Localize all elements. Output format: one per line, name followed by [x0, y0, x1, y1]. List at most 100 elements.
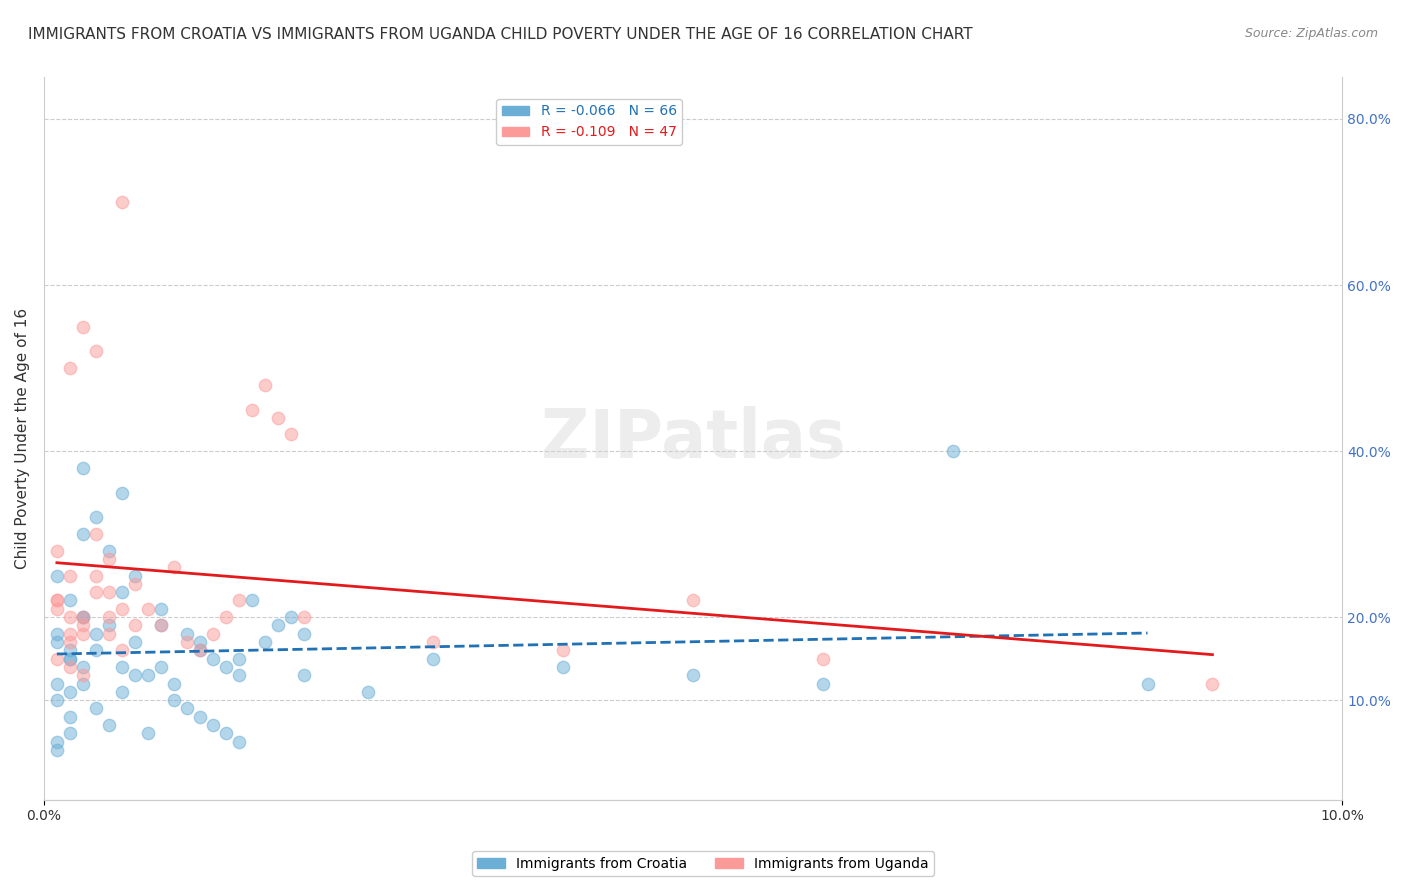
Immigrants from Croatia: [149, 660, 172, 674]
Immigrants from Uganda: [59, 361, 82, 376]
Immigrants from Croatia: [97, 618, 120, 632]
Immigrants from Uganda: [45, 543, 67, 558]
Y-axis label: Child Poverty Under the Age of 16: Child Poverty Under the Age of 16: [15, 308, 30, 569]
Immigrants from Croatia: [292, 668, 315, 682]
Immigrants from Croatia: [72, 610, 94, 624]
Immigrants from Uganda: [72, 626, 94, 640]
Immigrants from Croatia: [240, 593, 263, 607]
Immigrants from Croatia: [228, 651, 250, 665]
Immigrants from Croatia: [111, 660, 134, 674]
Immigrants from Croatia: [59, 685, 82, 699]
Immigrants from Uganda: [97, 610, 120, 624]
Legend: Immigrants from Croatia, Immigrants from Uganda: Immigrants from Croatia, Immigrants from…: [472, 851, 934, 876]
Immigrants from Uganda: [59, 610, 82, 624]
Immigrants from Croatia: [124, 568, 146, 582]
Immigrants from Croatia: [59, 726, 82, 740]
Immigrants from Croatia: [84, 643, 107, 657]
Immigrants from Uganda: [59, 660, 82, 674]
Legend: R = -0.066   N = 66, R = -0.109   N = 47: R = -0.066 N = 66, R = -0.109 N = 47: [496, 99, 682, 145]
Immigrants from Croatia: [45, 734, 67, 748]
Immigrants from Uganda: [240, 402, 263, 417]
Immigrants from Croatia: [59, 710, 82, 724]
Immigrants from Croatia: [72, 660, 94, 674]
Immigrants from Uganda: [111, 194, 134, 209]
Immigrants from Croatia: [72, 610, 94, 624]
Immigrants from Uganda: [188, 643, 211, 657]
Immigrants from Uganda: [72, 610, 94, 624]
Immigrants from Croatia: [45, 743, 67, 757]
Immigrants from Croatia: [72, 460, 94, 475]
Immigrants from Croatia: [163, 676, 186, 690]
Immigrants from Croatia: [111, 685, 134, 699]
Immigrants from Uganda: [682, 593, 704, 607]
Immigrants from Uganda: [97, 626, 120, 640]
Immigrants from Croatia: [59, 651, 82, 665]
Immigrants from Uganda: [72, 618, 94, 632]
Immigrants from Uganda: [59, 635, 82, 649]
Immigrants from Croatia: [124, 635, 146, 649]
Immigrants from Croatia: [201, 718, 224, 732]
Immigrants from Croatia: [59, 593, 82, 607]
Immigrants from Uganda: [45, 593, 67, 607]
Immigrants from Croatia: [176, 701, 198, 715]
Immigrants from Croatia: [124, 668, 146, 682]
Immigrants from Croatia: [97, 718, 120, 732]
Text: IMMIGRANTS FROM CROATIA VS IMMIGRANTS FROM UGANDA CHILD POVERTY UNDER THE AGE OF: IMMIGRANTS FROM CROATIA VS IMMIGRANTS FR…: [28, 27, 973, 42]
Immigrants from Croatia: [149, 602, 172, 616]
Immigrants from Croatia: [45, 568, 67, 582]
Immigrants from Uganda: [266, 410, 288, 425]
Immigrants from Uganda: [84, 568, 107, 582]
Immigrants from Croatia: [201, 651, 224, 665]
Immigrants from Uganda: [422, 635, 444, 649]
Immigrants from Croatia: [357, 685, 380, 699]
Immigrants from Croatia: [45, 626, 67, 640]
Immigrants from Croatia: [45, 693, 67, 707]
Immigrants from Uganda: [811, 651, 834, 665]
Immigrants from Croatia: [84, 510, 107, 524]
Immigrants from Croatia: [214, 660, 236, 674]
Immigrants from Croatia: [84, 626, 107, 640]
Immigrants from Croatia: [176, 626, 198, 640]
Immigrants from Croatia: [111, 585, 134, 599]
Immigrants from Croatia: [811, 676, 834, 690]
Immigrants from Uganda: [111, 643, 134, 657]
Immigrants from Croatia: [72, 676, 94, 690]
Immigrants from Croatia: [111, 485, 134, 500]
Immigrants from Croatia: [163, 693, 186, 707]
Immigrants from Uganda: [45, 602, 67, 616]
Immigrants from Croatia: [188, 710, 211, 724]
Immigrants from Croatia: [45, 676, 67, 690]
Immigrants from Croatia: [228, 668, 250, 682]
Immigrants from Croatia: [188, 643, 211, 657]
Immigrants from Croatia: [228, 734, 250, 748]
Immigrants from Uganda: [163, 560, 186, 574]
Immigrants from Uganda: [1201, 676, 1223, 690]
Immigrants from Croatia: [422, 651, 444, 665]
Immigrants from Uganda: [292, 610, 315, 624]
Immigrants from Uganda: [111, 602, 134, 616]
Immigrants from Uganda: [201, 626, 224, 640]
Immigrants from Uganda: [97, 552, 120, 566]
Immigrants from Croatia: [214, 726, 236, 740]
Immigrants from Croatia: [59, 651, 82, 665]
Immigrants from Uganda: [84, 527, 107, 541]
Immigrants from Uganda: [228, 593, 250, 607]
Immigrants from Croatia: [84, 701, 107, 715]
Immigrants from Croatia: [280, 610, 302, 624]
Immigrants from Croatia: [253, 635, 276, 649]
Immigrants from Croatia: [59, 643, 82, 657]
Immigrants from Uganda: [124, 618, 146, 632]
Immigrants from Croatia: [136, 726, 159, 740]
Immigrants from Croatia: [942, 444, 965, 458]
Text: Source: ZipAtlas.com: Source: ZipAtlas.com: [1244, 27, 1378, 40]
Text: ZIPatlas: ZIPatlas: [541, 406, 845, 472]
Immigrants from Croatia: [188, 635, 211, 649]
Immigrants from Croatia: [553, 660, 575, 674]
Immigrants from Uganda: [59, 626, 82, 640]
Immigrants from Croatia: [292, 626, 315, 640]
Immigrants from Uganda: [149, 618, 172, 632]
Immigrants from Uganda: [84, 344, 107, 359]
Immigrants from Croatia: [45, 635, 67, 649]
Immigrants from Croatia: [136, 668, 159, 682]
Immigrants from Uganda: [72, 668, 94, 682]
